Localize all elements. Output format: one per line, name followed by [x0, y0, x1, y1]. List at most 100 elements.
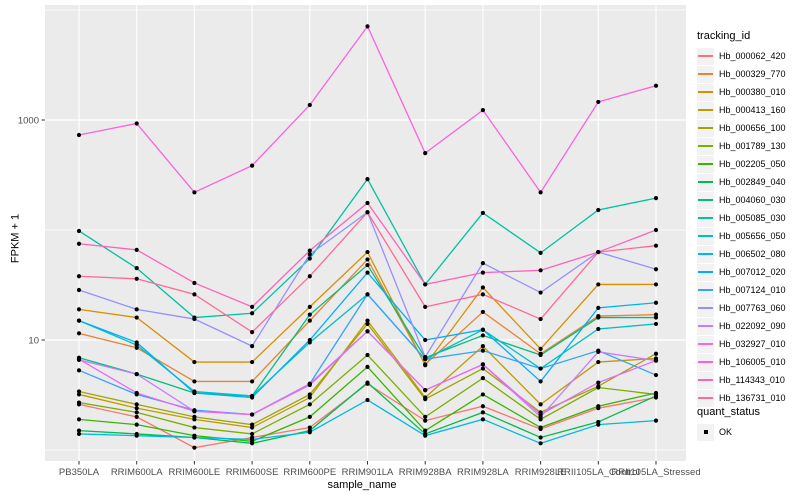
legend-item-ok: OK	[697, 423, 760, 441]
legend-key-box	[697, 281, 714, 299]
data-point	[365, 210, 370, 215]
legend-item-label: Hb_106005_010	[719, 357, 786, 367]
data-point	[653, 393, 659, 399]
data-point	[307, 395, 312, 400]
data-point	[134, 266, 139, 271]
legend-item-Hb_004060_030: Hb_004060_030	[697, 191, 786, 209]
legend-entries: Hb_000062_420 Hb_000329_770 Hb_000380_010 H…	[697, 47, 786, 407]
legend-line-swatch	[698, 253, 713, 255]
legend-key-box	[697, 317, 714, 335]
data-point	[480, 292, 485, 297]
data-point	[307, 382, 312, 388]
legend-line-swatch	[698, 73, 713, 75]
legend-line-swatch	[698, 325, 713, 327]
data-point	[76, 368, 82, 373]
data-point	[76, 389, 82, 394]
data-point	[653, 227, 659, 233]
data-point	[192, 292, 197, 297]
legend-item-Hb_006502_080: Hb_006502_080	[697, 245, 786, 263]
ok-key-box	[697, 423, 714, 441]
data-point	[134, 315, 139, 320]
data-point	[365, 352, 370, 358]
data-point	[250, 359, 255, 365]
data-point	[76, 228, 82, 234]
legend-key-box	[697, 263, 714, 281]
data-point	[365, 318, 370, 323]
data-point	[250, 437, 255, 442]
legend-line-swatch	[698, 343, 713, 345]
data-point	[134, 410, 139, 415]
data-point	[653, 267, 659, 272]
data-point	[250, 395, 255, 400]
data-point	[76, 400, 82, 405]
y-axis-title: FPKM + 1	[9, 213, 22, 264]
data-point	[538, 402, 543, 407]
x-axis-title: sample_name	[327, 479, 397, 491]
data-point	[423, 414, 428, 419]
legend-item-label: Hb_005656_050	[719, 231, 786, 241]
data-point	[653, 243, 659, 248]
legend-key-box	[697, 335, 714, 353]
legend-line-swatch	[698, 217, 713, 219]
data-point	[307, 312, 312, 317]
data-point	[480, 344, 485, 349]
data-point	[480, 285, 485, 290]
data-point	[134, 433, 139, 438]
data-point	[653, 351, 659, 356]
data-point	[596, 305, 601, 310]
data-point	[596, 207, 601, 213]
data-point	[480, 417, 485, 422]
legend-key-box	[697, 245, 714, 263]
data-point	[653, 372, 659, 378]
data-point	[596, 99, 601, 105]
legend-line-swatch	[698, 199, 713, 201]
legend-key-box	[697, 191, 714, 209]
data-point	[134, 414, 139, 419]
data-point	[365, 262, 370, 268]
data-point	[134, 390, 139, 396]
data-point	[423, 418, 428, 423]
legend-key-box	[697, 371, 714, 389]
legend-line-swatch	[698, 127, 713, 129]
legend-line-swatch	[698, 289, 713, 291]
legend-item-label: Hb_000062_420	[719, 51, 786, 61]
legend-line-swatch	[698, 361, 713, 363]
legend-item-label: Hb_032927_010	[719, 339, 786, 349]
data-point	[538, 366, 543, 371]
legend-tracking-id: tracking_id Hb_000062_420 Hb_000329_770 Hb…	[697, 30, 786, 407]
data-point	[538, 425, 543, 430]
data-point	[307, 392, 312, 397]
data-point	[76, 241, 82, 246]
data-point	[134, 422, 139, 427]
data-point	[76, 331, 82, 336]
legend-item-Hb_000380_010: Hb_000380_010	[697, 83, 786, 101]
x-tick-label: RRIM600SE	[226, 467, 279, 478]
data-point	[192, 425, 197, 430]
legend-item-label: Hb_002205_050	[719, 159, 786, 169]
data-point	[596, 380, 601, 385]
legend-line-swatch	[698, 163, 713, 165]
data-point	[480, 410, 485, 415]
data-point	[365, 177, 370, 182]
x-tick-label: RRIM928BA	[399, 467, 452, 478]
legend-item-Hb_032927_010: Hb_032927_010	[697, 335, 786, 353]
legend-item-Hb_005656_050: Hb_005656_050	[697, 227, 786, 245]
data-point	[423, 428, 428, 433]
legend-item-Hb_106005_010: Hb_106005_010	[697, 353, 786, 371]
legend-item-Hb_114343_010: Hb_114343_010	[697, 371, 786, 389]
legend-key-box	[697, 101, 714, 119]
data-point	[596, 282, 601, 287]
data-point	[250, 422, 255, 427]
x-tick-label: RRIM901LA	[342, 467, 394, 478]
legend-item-label: Hb_114343_010	[719, 375, 785, 385]
data-point	[134, 121, 139, 126]
data-point	[423, 397, 428, 402]
data-point	[307, 256, 312, 261]
data-point	[365, 270, 370, 275]
data-point	[192, 316, 197, 322]
legend-line-swatch	[698, 109, 713, 111]
legend-item-label: Hb_000656_100	[719, 123, 786, 133]
legend-item-Hb_002849_040: Hb_002849_040	[697, 173, 786, 191]
x-tick-label: PB350LA	[59, 467, 100, 478]
data-point	[307, 102, 312, 108]
